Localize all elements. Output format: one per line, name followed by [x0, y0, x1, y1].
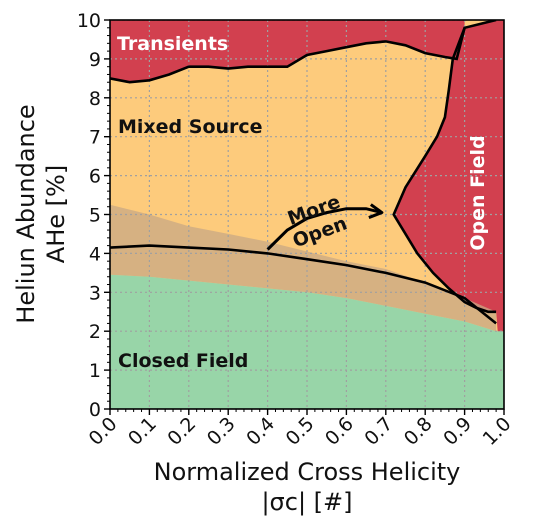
- x-tick-label: 0.6: [321, 413, 358, 450]
- x-tick-label: 0.5: [282, 413, 319, 450]
- y-tick-label: 5: [89, 205, 101, 227]
- y-tick-label: 0: [89, 399, 101, 421]
- x-tick-label: 0.7: [360, 413, 397, 450]
- y-tick-label: 7: [89, 127, 101, 149]
- y-tick-label: 8: [89, 88, 101, 110]
- grid: [110, 20, 504, 409]
- closed-field-label: Closed Field: [118, 350, 248, 372]
- open-field-boundary-line: [392, 20, 497, 314]
- x-tick-label: 0.8: [400, 413, 437, 450]
- y-tick-label: 3: [89, 282, 101, 304]
- x-tick-label: 0.4: [242, 413, 279, 450]
- x-tick-label: 0.1: [124, 413, 161, 450]
- x-tick-label: 1.0: [479, 413, 516, 450]
- more-open-arrow: [266, 207, 383, 251]
- transients-boundary-line: [110, 27, 466, 84]
- x-tick-label: 0.3: [203, 413, 240, 450]
- y-axis-unit: AHe [%]: [42, 165, 70, 263]
- y-axis-ticks: 0 1 2 3 4 5 6 7 8 9 10: [77, 10, 110, 421]
- more-open-arrowhead: [368, 203, 384, 219]
- x-axis-label: Normalized Cross Helicity: [154, 458, 461, 486]
- open-field-region: [393, 20, 504, 409]
- y-axis-label: Heliun Abundance: [12, 104, 40, 323]
- plot-area: [110, 20, 504, 409]
- transients-label: Transients: [117, 33, 228, 55]
- y-tick-label: 10: [77, 10, 101, 32]
- open-field-label: Open Field: [467, 135, 489, 250]
- y-tick-label: 6: [89, 166, 101, 188]
- x-tick-label: 0.2: [163, 413, 200, 450]
- x-axis-ticks: 0.0 0.1 0.2 0.3 0.4 0.5 0.6 0.7 0.8 0.9 1.0: [85, 409, 516, 450]
- mixed-source-label: Mixed Source: [118, 116, 263, 138]
- closed-field-transition-band: [110, 204, 497, 332]
- x-tick-label: 0.9: [439, 413, 476, 450]
- x-axis-unit: |σc| [#]: [261, 488, 352, 516]
- y-tick-label: 9: [89, 49, 101, 71]
- y-tick-label: 4: [89, 243, 101, 265]
- y-tick-label: 1: [89, 360, 101, 382]
- y-tick-label: 2: [89, 321, 101, 343]
- closed-field-boundary-line: [110, 244, 497, 325]
